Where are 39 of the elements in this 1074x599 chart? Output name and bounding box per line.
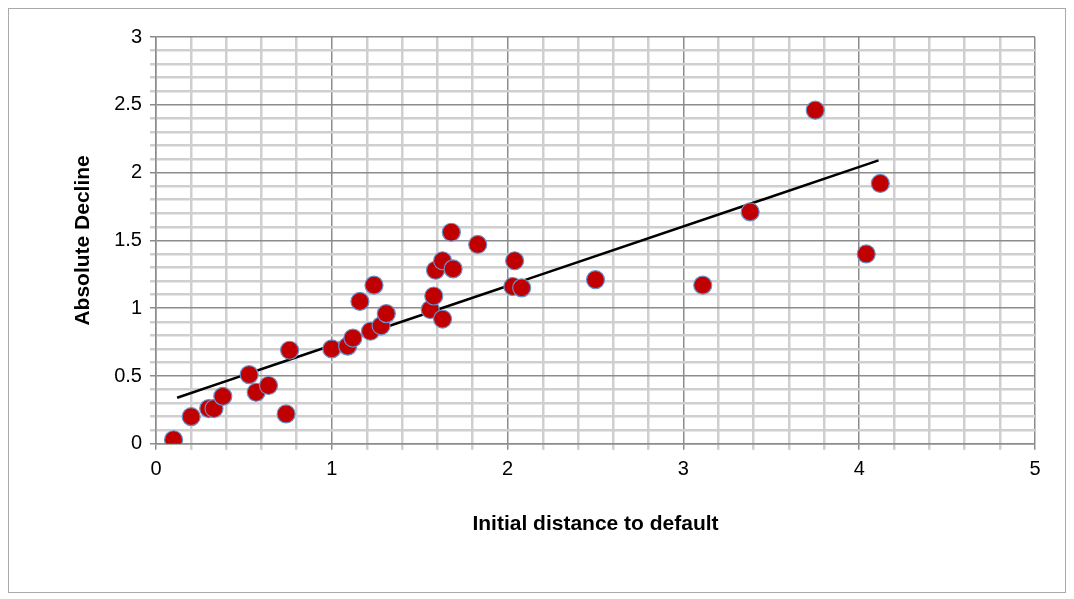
- x-tick-label: 2: [502, 457, 514, 480]
- point: [870, 173, 890, 194]
- x-tick-label: 0: [150, 457, 162, 480]
- point: [805, 100, 825, 120]
- point: [239, 365, 259, 385]
- point: [364, 275, 384, 295]
- y-tick-label: 3: [130, 24, 142, 47]
- y-tick-label: 2.5: [114, 92, 142, 115]
- point: [856, 244, 876, 264]
- point: [740, 202, 760, 222]
- y-tick-label: 2: [130, 160, 142, 183]
- point: [350, 291, 370, 312]
- point: [505, 251, 525, 271]
- y-tick-label: 0.5: [114, 363, 142, 386]
- point: [693, 275, 713, 295]
- point: [441, 222, 461, 242]
- y-tick-label: 0: [130, 431, 142, 454]
- point: [432, 309, 453, 329]
- point: [181, 407, 201, 427]
- point: [280, 340, 300, 360]
- point: [213, 386, 233, 406]
- point: [376, 304, 396, 324]
- point: [512, 278, 532, 298]
- x-tick-label: 3: [677, 457, 689, 480]
- point: [258, 375, 279, 396]
- point: [343, 328, 363, 348]
- y-tick-label: 1: [130, 295, 142, 318]
- point: [443, 259, 463, 279]
- y-axis-title: Absolute Decline: [70, 155, 94, 326]
- point: [585, 270, 606, 290]
- y-tick-label: 1.5: [114, 227, 142, 250]
- x-tick-label: 4: [853, 457, 865, 480]
- point: [424, 286, 444, 306]
- point: [276, 404, 296, 424]
- x-axis-title: Initial distance to default: [472, 511, 719, 535]
- x-tick-label: 1: [326, 457, 338, 480]
- x-tick-label: 5: [1029, 457, 1041, 480]
- point: [468, 234, 488, 255]
- point: [322, 339, 342, 359]
